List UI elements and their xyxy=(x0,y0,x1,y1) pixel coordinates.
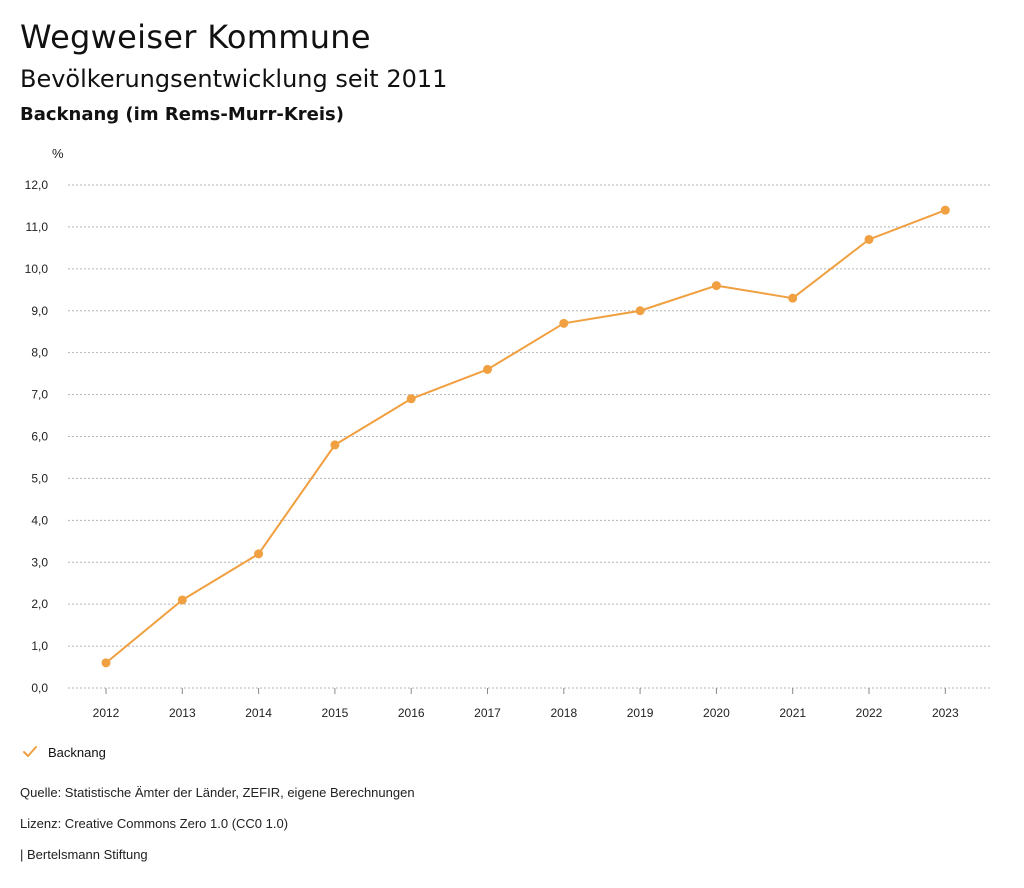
x-tick-label: 2013 xyxy=(169,706,196,720)
data-point xyxy=(711,281,721,291)
data-point xyxy=(635,306,645,316)
x-tick-label: 2022 xyxy=(856,706,883,720)
y-tick-label: 1,0 xyxy=(31,639,48,653)
y-tick-label: 6,0 xyxy=(31,430,48,444)
legend[interactable]: Backnang xyxy=(22,744,106,760)
x-tick-label: 2014 xyxy=(245,706,272,720)
x-tick-label: 2020 xyxy=(703,706,730,720)
chart-title: Bevölkerungsentwicklung seit 2011 xyxy=(20,65,448,93)
app-title: Wegweiser Kommune xyxy=(20,18,371,56)
checkmark-icon xyxy=(22,744,38,760)
data-point xyxy=(940,205,950,215)
x-tick-label: 2023 xyxy=(932,706,959,720)
y-tick-label: 8,0 xyxy=(31,346,48,360)
y-axis-unit-label: % xyxy=(52,146,64,161)
x-tick-label: 2012 xyxy=(93,706,120,720)
source-note: Quelle: Statistische Ämter der Länder, Z… xyxy=(20,785,415,800)
license-note: Lizenz: Creative Commons Zero 1.0 (CC0 1… xyxy=(20,816,289,831)
y-tick-label: 10,0 xyxy=(25,262,49,276)
data-point xyxy=(788,293,798,303)
x-tick-label: 2017 xyxy=(474,706,501,720)
chart-subtitle: Backnang (im Rems-Murr-Kreis) xyxy=(20,104,344,125)
publisher-note: | Bertelsmann Stiftung xyxy=(20,847,148,862)
x-tick-label: 2015 xyxy=(322,706,349,720)
y-tick-label: 12,0 xyxy=(25,178,49,192)
y-tick-label: 11,0 xyxy=(26,220,49,234)
line-chart: % 0,0 1,0 2,0 3,0 4,0 5,0 6,0 7,0 8,0 9,0 10,0 11,0 1… xyxy=(25,146,990,720)
series-line-backnang xyxy=(105,209,946,664)
data-point xyxy=(406,394,416,404)
y-tick-label: 0,0 xyxy=(31,681,48,695)
y-tick-label: 7,0 xyxy=(31,388,48,402)
x-tick-label: 2019 xyxy=(627,706,654,720)
data-point xyxy=(864,234,874,244)
y-tick-label: 9,0 xyxy=(31,304,48,318)
data-point xyxy=(483,364,492,374)
y-tick-label: 3,0 xyxy=(31,555,48,569)
y-tick-label: 2,0 xyxy=(31,597,48,611)
y-tick-label: 4,0 xyxy=(31,513,48,527)
y-tick-label: 5,0 xyxy=(31,471,48,485)
x-tick-label: 2021 xyxy=(779,706,806,720)
data-point xyxy=(101,658,111,668)
x-tick-label: 2018 xyxy=(550,706,577,720)
data-point xyxy=(330,440,340,450)
data-point xyxy=(177,595,187,605)
x-tick-label: 2016 xyxy=(398,706,425,720)
data-point xyxy=(254,549,264,559)
data-point xyxy=(559,318,569,328)
legend-label: Backnang xyxy=(48,744,106,760)
